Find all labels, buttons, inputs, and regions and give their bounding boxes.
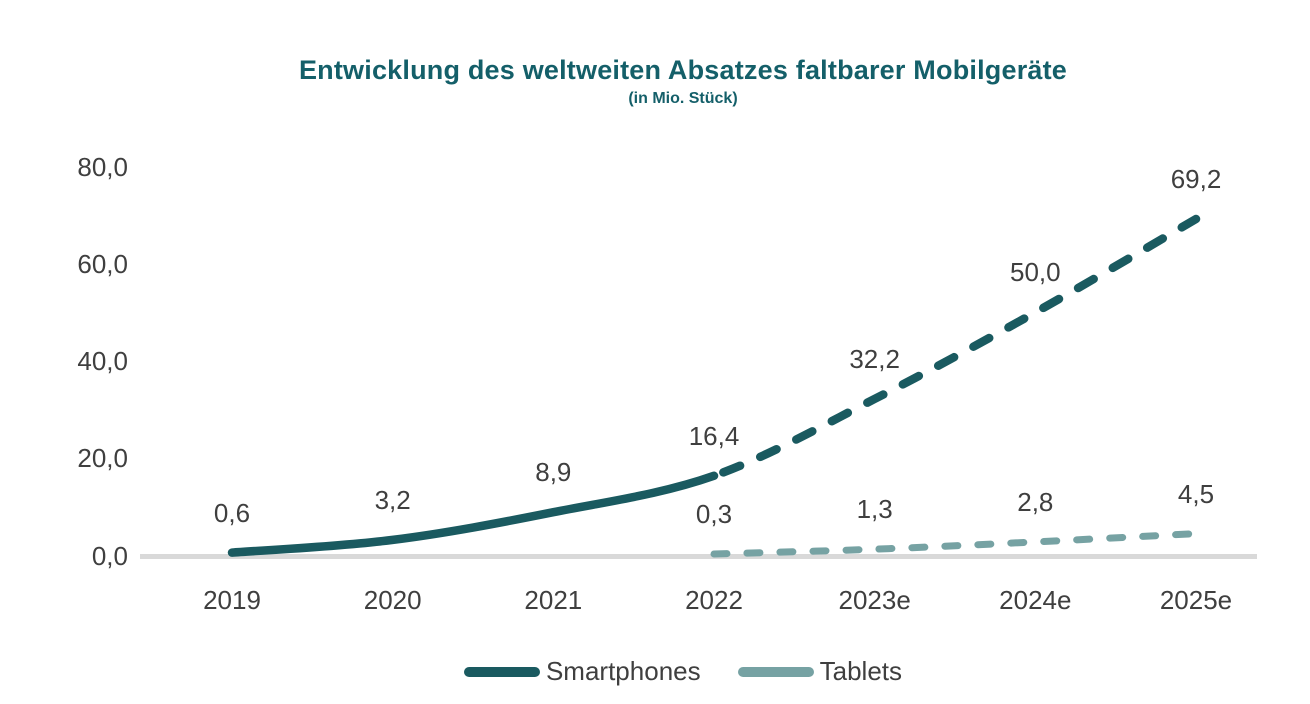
legend-marker-tablets [737, 666, 814, 677]
x-axis-label: 2019 [203, 585, 261, 615]
legend-item-tablets: Tablets [737, 656, 903, 687]
series-line-solid-smartphones [227, 471, 719, 557]
y-tick-label: 60,0 [77, 248, 128, 279]
y-tick-label: 0,0 [91, 540, 128, 571]
series-line-dashed-smartphones [709, 214, 1201, 481]
series-line-dashed-tablets [710, 530, 1200, 558]
legend-label: Tablets [819, 656, 903, 686]
data-label-smartphones-2024e: 50,0 [1010, 257, 1061, 288]
legend-marker-smartphones [463, 666, 540, 677]
chart-title: Entwicklung des weltweiten Absatzes falt… [298, 55, 1068, 85]
data-label-smartphones-2022: 16,4 [688, 420, 740, 451]
data-label-tablets-2023e: 1,3 [856, 494, 893, 525]
data-label-smartphones-2021: 8,9 [535, 457, 572, 488]
data-label-tablets-2022: 0,3 [695, 499, 733, 530]
y-tick-label: 80,0 [77, 151, 128, 182]
legend: Smartphones Tablets [56, 656, 1310, 687]
y-tick-label: 40,0 [77, 346, 128, 376]
x-axis-label: 2024e [999, 585, 1072, 615]
data-label-smartphones-2023e: 32,2 [849, 343, 900, 374]
data-label-tablets-2024e: 2,8 [1017, 486, 1054, 517]
data-label-smartphones-2025e: 69,2 [1170, 164, 1222, 194]
data-label-tablets-2025e: 4,5 [1177, 478, 1215, 509]
x-axis-label: 2023e [838, 585, 911, 615]
data-label-smartphones-2020: 3,2 [374, 484, 411, 515]
y-tick-label: 20,0 [77, 443, 128, 474]
x-axis-label: 2025e [1159, 585, 1233, 615]
x-axis-label: 2022 [685, 585, 743, 615]
legend-label: Smartphones [545, 656, 701, 686]
chart-subtitle: (in Mio. Stück) [628, 90, 738, 107]
legend-item-smartphones: Smartphones [463, 656, 701, 687]
data-label-smartphones-2019: 0,6 [213, 497, 251, 528]
x-axis-label: 2021 [524, 585, 583, 615]
x-axis-label: 2020 [363, 585, 422, 615]
